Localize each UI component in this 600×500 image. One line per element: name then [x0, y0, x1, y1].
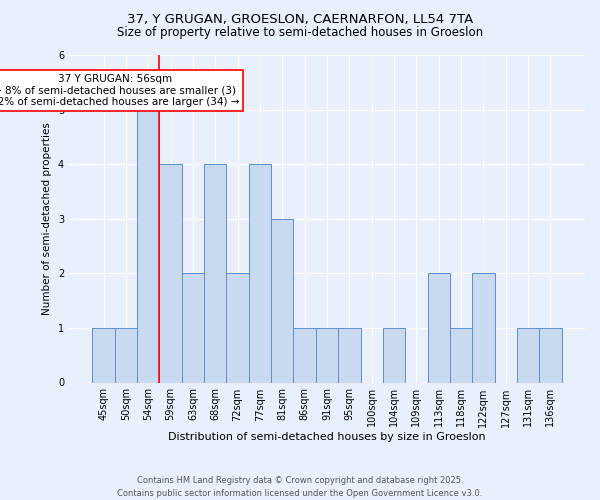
Bar: [226, 274, 249, 382]
Bar: [472, 274, 494, 382]
Bar: [293, 328, 316, 382]
Y-axis label: Number of semi-detached properties: Number of semi-detached properties: [43, 122, 52, 315]
X-axis label: Distribution of semi-detached houses by size in Groeslon: Distribution of semi-detached houses by …: [168, 432, 486, 442]
Bar: [338, 328, 361, 382]
Bar: [517, 328, 539, 382]
Bar: [450, 328, 472, 382]
Text: 37, Y GRUGAN, GROESLON, CAERNARFON, LL54 7TA: 37, Y GRUGAN, GROESLON, CAERNARFON, LL54…: [127, 12, 473, 26]
Bar: [249, 164, 271, 382]
Bar: [92, 328, 115, 382]
Bar: [204, 164, 226, 382]
Bar: [271, 219, 293, 382]
Bar: [115, 328, 137, 382]
Bar: [182, 274, 204, 382]
Text: 37 Y GRUGAN: 56sqm
← 8% of semi-detached houses are smaller (3)
92% of semi-deta: 37 Y GRUGAN: 56sqm ← 8% of semi-detached…: [0, 74, 239, 108]
Bar: [539, 328, 562, 382]
Bar: [316, 328, 338, 382]
Text: Contains HM Land Registry data © Crown copyright and database right 2025.
Contai: Contains HM Land Registry data © Crown c…: [118, 476, 482, 498]
Bar: [428, 274, 450, 382]
Bar: [383, 328, 405, 382]
Bar: [137, 110, 160, 382]
Bar: [160, 164, 182, 382]
Text: Size of property relative to semi-detached houses in Groeslon: Size of property relative to semi-detach…: [117, 26, 483, 39]
